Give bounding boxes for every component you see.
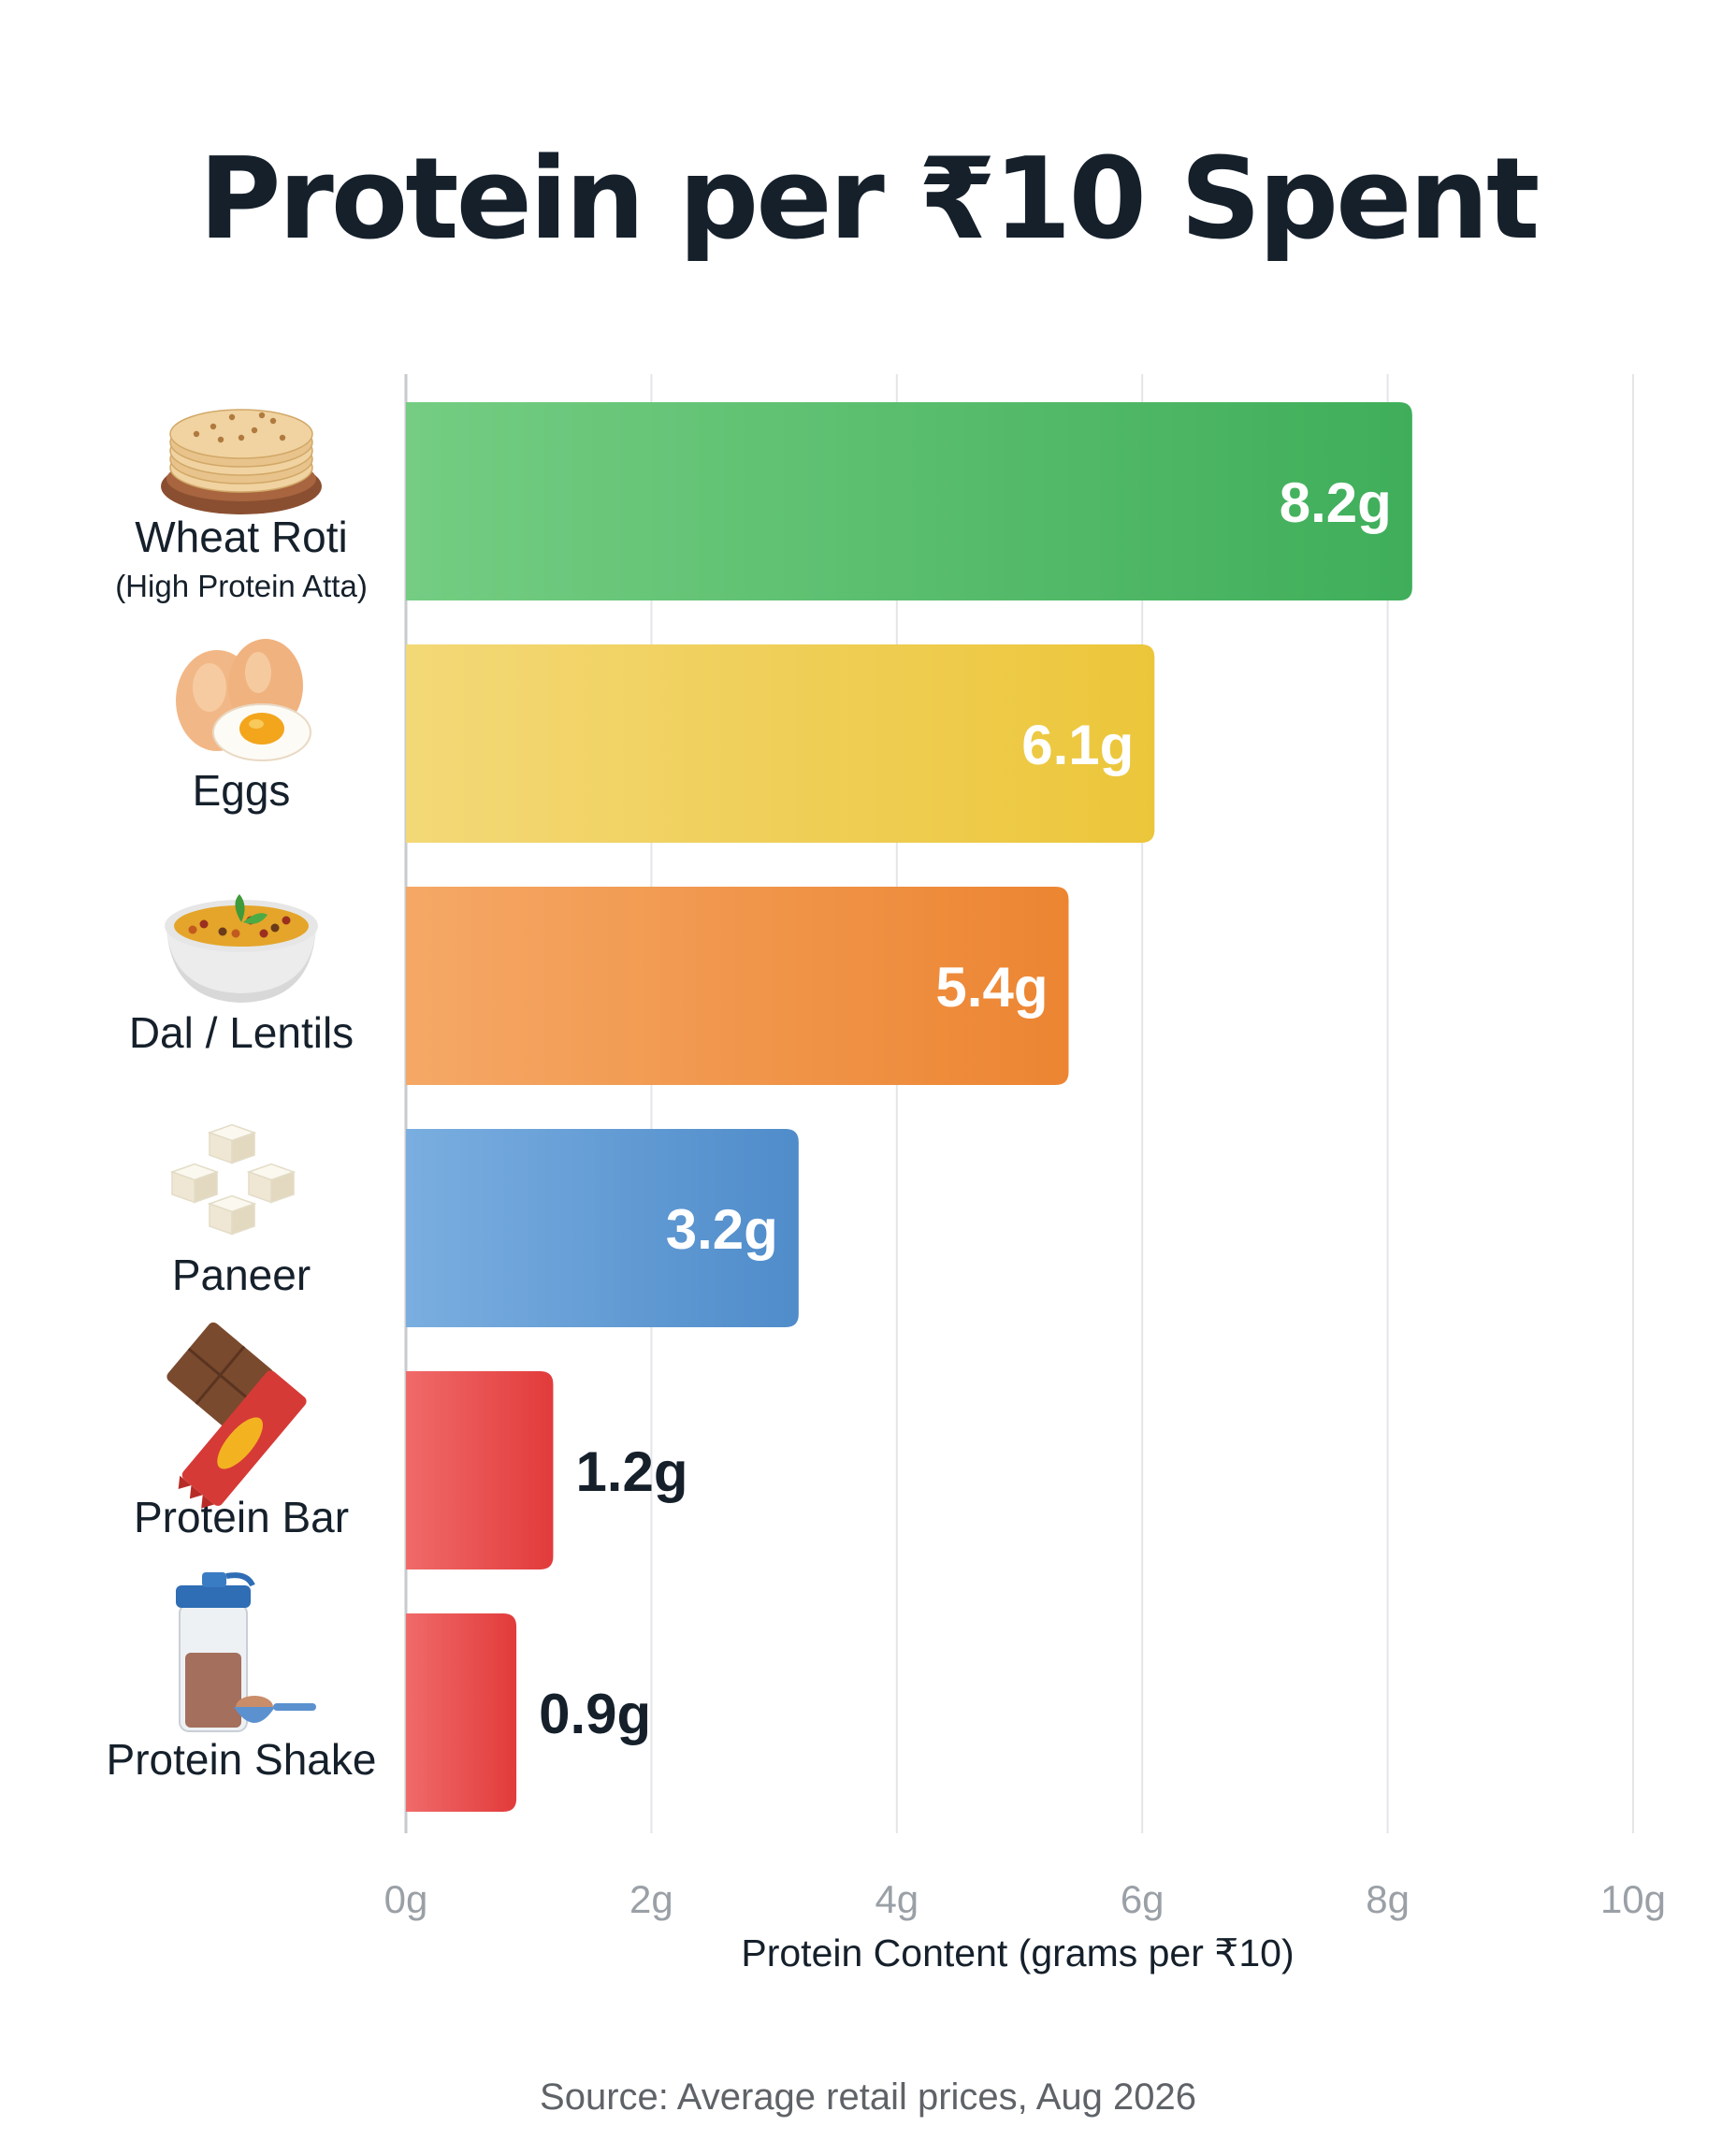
x-tick-label: 6g (1121, 1877, 1165, 1921)
bar (406, 887, 1069, 1085)
protein-bar-icon (166, 1322, 307, 1509)
x-tick-label: 4g (875, 1877, 919, 1921)
x-tick-label: 0g (384, 1877, 428, 1921)
x-tick-labels: 0g 2g 4g 6g 8g 10g (384, 1877, 1666, 1921)
category-label: Dal / Lentils (129, 1008, 354, 1057)
roti-icon (161, 409, 322, 514)
chart-title: Protein per ₹10 Spent (198, 135, 1541, 265)
x-axis-title: Protein Content (grams per ₹10) (741, 1931, 1294, 1974)
bar (406, 1371, 554, 1569)
category-icons (161, 409, 322, 1732)
value-labels: 8.2g 6.1g 5.4g 3.2g 1.2g 0.9g (539, 471, 1392, 1745)
bar (406, 1613, 517, 1812)
bar (406, 402, 1412, 600)
protein-shake-icon (176, 1572, 316, 1732)
category-label: Protein Bar (134, 1493, 349, 1541)
value-label: 3.2g (666, 1198, 778, 1261)
category-labels: Wheat Roti (High Protein Atta) Eggs Dal / L… (107, 513, 377, 1784)
value-label: 1.2g (575, 1440, 687, 1503)
x-tick-label: 8g (1366, 1877, 1410, 1921)
eggs-icon (176, 639, 311, 761)
source-note: Source: Average retail prices, Aug 2026 (540, 2076, 1196, 2118)
category-label: Wheat Roti (135, 513, 348, 561)
category-label: Eggs (193, 766, 291, 815)
x-tick-label: 2g (629, 1877, 673, 1921)
value-label: 5.4g (935, 956, 1048, 1019)
value-label: 6.1g (1021, 714, 1134, 776)
dal-bowl-icon (165, 894, 318, 1003)
value-label: 8.2g (1280, 471, 1392, 534)
bar (406, 644, 1155, 843)
value-label: 0.9g (539, 1683, 651, 1745)
x-tick-label: 10g (1600, 1877, 1666, 1921)
bar (406, 1129, 799, 1327)
category-sublabel: (High Protein Atta) (115, 569, 368, 603)
category-label: Protein Shake (107, 1735, 377, 1784)
grid-lines (650, 374, 1634, 1833)
bars (406, 402, 1412, 1812)
category-label: Paneer (172, 1251, 311, 1299)
paneer-cubes-icon (169, 1123, 297, 1236)
